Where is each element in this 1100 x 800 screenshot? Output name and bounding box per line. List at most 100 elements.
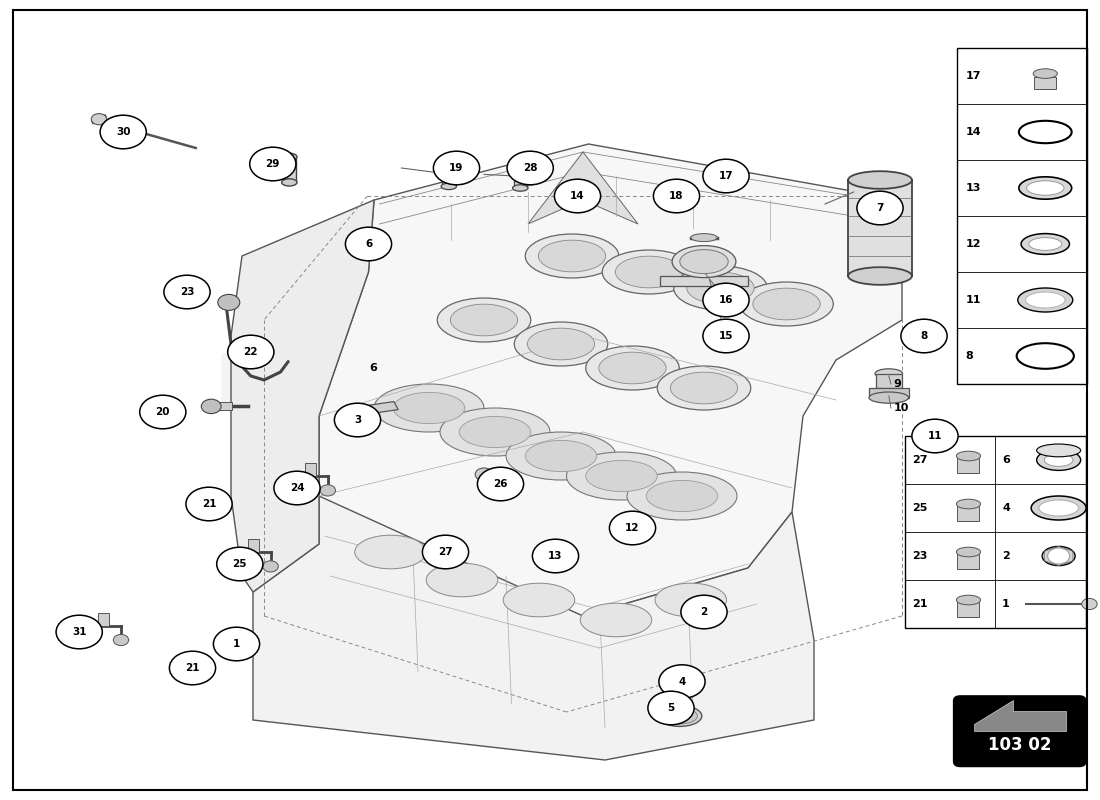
Circle shape xyxy=(320,485,336,496)
Text: 23: 23 xyxy=(179,287,195,297)
Ellipse shape xyxy=(581,603,652,637)
Ellipse shape xyxy=(876,369,902,378)
Bar xyxy=(283,157,296,182)
Bar xyxy=(212,402,232,410)
Ellipse shape xyxy=(848,267,912,285)
Ellipse shape xyxy=(662,708,697,724)
Ellipse shape xyxy=(670,372,738,404)
Ellipse shape xyxy=(526,234,618,278)
Text: 27: 27 xyxy=(438,547,453,557)
Circle shape xyxy=(228,335,274,369)
Circle shape xyxy=(186,487,232,521)
Text: 6: 6 xyxy=(1002,455,1010,465)
Text: 21: 21 xyxy=(912,599,927,609)
Circle shape xyxy=(433,151,480,185)
Circle shape xyxy=(1047,548,1069,564)
Polygon shape xyxy=(528,152,638,224)
Text: 6: 6 xyxy=(365,239,372,249)
Text: 12: 12 xyxy=(966,239,981,249)
Ellipse shape xyxy=(686,272,755,304)
Ellipse shape xyxy=(672,246,736,278)
Text: 14: 14 xyxy=(966,127,981,137)
Ellipse shape xyxy=(956,451,980,461)
Text: 24: 24 xyxy=(289,483,305,493)
Ellipse shape xyxy=(394,392,464,424)
Circle shape xyxy=(334,403,381,437)
Text: 3: 3 xyxy=(354,415,361,425)
Ellipse shape xyxy=(1036,444,1080,457)
Bar xyxy=(660,276,748,286)
Circle shape xyxy=(91,114,107,125)
Ellipse shape xyxy=(1042,546,1075,566)
Ellipse shape xyxy=(680,250,728,274)
Text: 29: 29 xyxy=(265,159,280,169)
Ellipse shape xyxy=(441,161,456,167)
Circle shape xyxy=(857,191,903,225)
Bar xyxy=(1034,77,1056,89)
Text: 27: 27 xyxy=(912,455,927,465)
Text: 25: 25 xyxy=(912,503,927,513)
Text: 2: 2 xyxy=(701,607,707,617)
Text: 18: 18 xyxy=(669,191,684,201)
Text: 15: 15 xyxy=(718,331,734,341)
Bar xyxy=(957,458,979,473)
Ellipse shape xyxy=(538,240,606,272)
Text: 23: 23 xyxy=(912,551,927,561)
Circle shape xyxy=(140,395,186,429)
Ellipse shape xyxy=(1038,500,1078,516)
Circle shape xyxy=(681,595,727,629)
Text: 20: 20 xyxy=(155,407,170,417)
Ellipse shape xyxy=(513,162,528,169)
Circle shape xyxy=(475,468,493,481)
Ellipse shape xyxy=(506,432,616,480)
Text: a passion for perfection: a passion for perfection xyxy=(327,473,509,487)
Circle shape xyxy=(113,634,129,646)
Text: 25: 25 xyxy=(232,559,248,569)
Bar xyxy=(957,506,979,521)
Ellipse shape xyxy=(438,298,530,342)
Text: 12: 12 xyxy=(625,523,640,533)
Polygon shape xyxy=(319,144,902,616)
Ellipse shape xyxy=(647,480,717,512)
Text: 17: 17 xyxy=(718,171,734,181)
Circle shape xyxy=(554,179,601,213)
Text: 4: 4 xyxy=(679,677,685,686)
Ellipse shape xyxy=(752,288,821,320)
Text: 2: 2 xyxy=(1002,551,1010,561)
FancyBboxPatch shape xyxy=(954,696,1086,766)
Circle shape xyxy=(56,615,102,649)
Ellipse shape xyxy=(1018,288,1072,312)
Ellipse shape xyxy=(603,250,695,294)
Ellipse shape xyxy=(282,153,297,160)
Ellipse shape xyxy=(673,266,768,310)
Text: 103 02: 103 02 xyxy=(988,735,1052,754)
Text: 10: 10 xyxy=(893,403,909,413)
Ellipse shape xyxy=(658,706,702,726)
Circle shape xyxy=(217,547,263,581)
Circle shape xyxy=(345,227,392,261)
Ellipse shape xyxy=(956,547,980,557)
Circle shape xyxy=(703,283,749,317)
Circle shape xyxy=(250,147,296,181)
Ellipse shape xyxy=(527,328,595,360)
Ellipse shape xyxy=(1031,496,1086,520)
Ellipse shape xyxy=(848,171,912,189)
Ellipse shape xyxy=(1019,177,1071,199)
Bar xyxy=(98,613,109,626)
Circle shape xyxy=(901,319,947,353)
Ellipse shape xyxy=(374,384,484,432)
Ellipse shape xyxy=(615,256,683,288)
Circle shape xyxy=(213,627,260,661)
Polygon shape xyxy=(253,496,814,760)
Text: 6: 6 xyxy=(370,363,377,373)
Ellipse shape xyxy=(654,583,726,617)
Ellipse shape xyxy=(658,366,750,410)
Ellipse shape xyxy=(739,282,834,326)
Ellipse shape xyxy=(1026,181,1064,195)
Ellipse shape xyxy=(598,352,667,384)
Ellipse shape xyxy=(1036,450,1080,470)
Ellipse shape xyxy=(427,563,497,597)
Circle shape xyxy=(218,294,240,310)
Text: 11: 11 xyxy=(927,431,943,441)
Text: 19: 19 xyxy=(449,163,464,173)
